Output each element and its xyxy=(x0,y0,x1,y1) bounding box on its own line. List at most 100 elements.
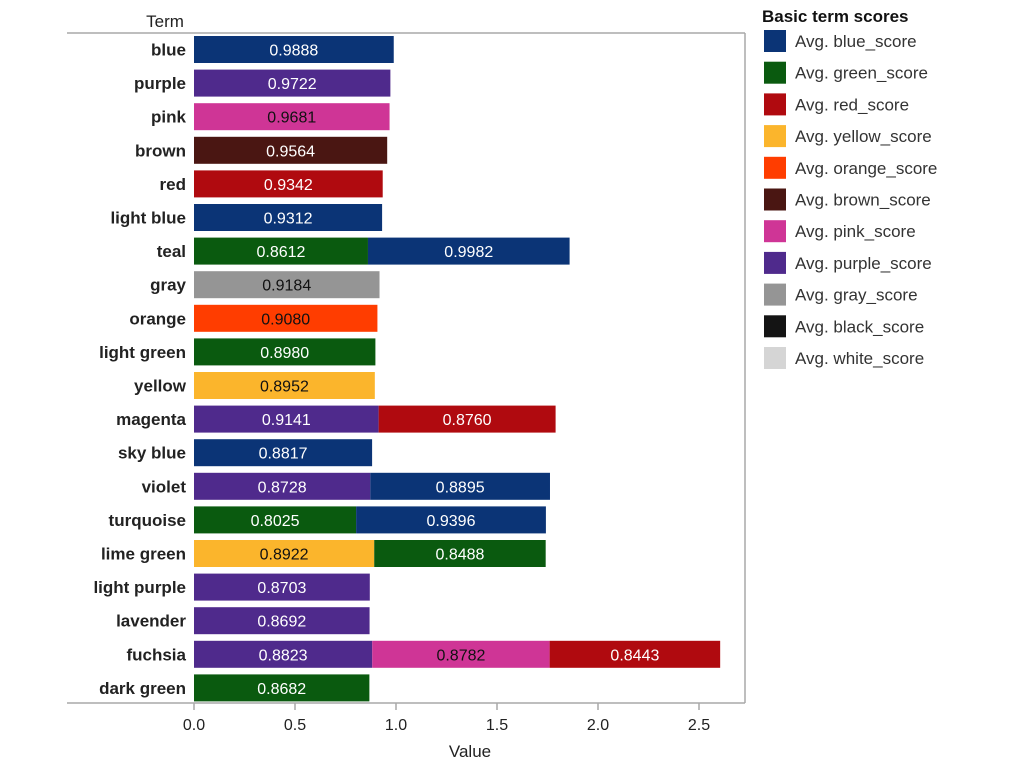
bar-segment-fuchsia-pink xyxy=(372,640,550,668)
bar-row-magenta: 0.9141 0.8760 xyxy=(194,405,556,433)
bar-segment-fuchsia-purple xyxy=(194,640,373,668)
x-tick-label: 0.0 xyxy=(183,717,205,734)
legend-label-yellow: Avg. yellow_score xyxy=(795,127,932,146)
legend-swatch-yellow xyxy=(764,125,786,148)
bar-row-light-blue: 0.9312 xyxy=(194,204,383,231)
legend-swatch-white xyxy=(764,347,786,369)
bar-segment-gray-gray xyxy=(194,271,380,299)
bar-value-label: 0.8817 xyxy=(259,446,308,463)
bar-segment-orange-orange xyxy=(194,304,378,332)
bar-row-red: 0.9342 xyxy=(194,170,383,198)
bar-segment-turquoise-green xyxy=(194,506,357,534)
term-label-brown: brown xyxy=(135,141,186,160)
term-labels: blue purple pink brown red light blue teal gray… xyxy=(93,41,186,698)
term-label-pink: pink xyxy=(151,108,186,127)
bar-value-label: 0.9888 xyxy=(269,43,318,60)
term-label-turquoise: turquoise xyxy=(109,511,186,530)
bar-row-fuchsia: 0.8823 0.8782 0.8443 xyxy=(194,640,721,668)
bar-value-label: 0.8823 xyxy=(259,647,308,664)
bar-row-blue: 0.9888 xyxy=(194,36,394,63)
legend-item-purple: Avg. purple_score xyxy=(764,251,932,274)
bar-value-label: 0.8760 xyxy=(443,412,492,429)
plot-frame xyxy=(67,32,746,704)
term-label-sky-blue: sky blue xyxy=(118,444,186,463)
bar-row-teal: 0.8612 0.9982 xyxy=(194,237,570,265)
bar-segment-violet-blue xyxy=(370,472,550,500)
legend-swatch-gray xyxy=(764,283,786,306)
bar-row-turquoise: 0.8025 0.9396 xyxy=(194,506,546,534)
bar-segment-yellow-yellow xyxy=(194,372,375,399)
x-axis: 0.0 0.5 1.0 1.5 2.0 2.5 xyxy=(183,703,710,734)
bar-value-label: 0.8728 xyxy=(258,479,307,496)
term-label-light-purple: light purple xyxy=(93,578,186,597)
bar-value-label: 0.8703 xyxy=(257,580,306,597)
bar-segment-violet-purple xyxy=(194,472,371,500)
legend-swatch-red xyxy=(764,93,786,116)
legend-label-brown: Avg. brown_score xyxy=(795,191,931,210)
legend-item-yellow: Avg. yellow_score xyxy=(764,125,932,148)
bar-segment-blue-blue xyxy=(194,36,394,63)
bar-value-label: 0.8488 xyxy=(435,547,484,564)
bar-value-label: 0.8922 xyxy=(260,547,309,564)
term-label-purple: purple xyxy=(134,74,186,93)
legend-item-white: Avg. white_score xyxy=(764,347,924,369)
legend-title: Basic term scores xyxy=(762,7,908,26)
bar-value-label: 0.9342 xyxy=(264,177,313,194)
term-label-magenta: magenta xyxy=(116,410,186,429)
bar-segment-teal-green xyxy=(194,237,368,265)
legend-label-blue: Avg. blue_score xyxy=(795,32,917,51)
legend-label-white: Avg. white_score xyxy=(795,349,924,368)
bar-value-label: 0.9564 xyxy=(266,143,315,160)
term-label-yellow: yellow xyxy=(134,377,187,396)
bar-segment-turquoise-blue xyxy=(356,506,546,534)
x-tick-label: 2.0 xyxy=(587,717,609,734)
bar-value-label: 0.9982 xyxy=(444,244,493,261)
bar-value-label: 0.9080 xyxy=(261,311,310,328)
bar-segment-magenta-red xyxy=(378,405,556,433)
bar-row-purple: 0.9722 xyxy=(194,69,391,97)
bar-value-label: 0.8952 xyxy=(260,379,309,396)
bar-value-label: 0.9722 xyxy=(268,76,317,93)
legend-item-blue: Avg. blue_score xyxy=(764,30,917,52)
legend-label-orange: Avg. orange_score xyxy=(795,159,937,178)
bar-segment-purple-purple xyxy=(194,69,391,97)
legend: Basic term scores Avg. blue_score Avg. gr… xyxy=(762,7,937,369)
legend-label-gray: Avg. gray_score xyxy=(795,286,918,305)
legend-swatch-purple xyxy=(764,251,786,274)
legend-label-pink: Avg. pink_score xyxy=(795,222,916,241)
legend-swatch-black xyxy=(764,315,786,338)
bar-row-violet: 0.8728 0.8895 xyxy=(194,472,550,500)
term-label-light-blue: light blue xyxy=(110,209,186,228)
bar-segment-pink-pink xyxy=(194,103,390,131)
term-label-violet: violet xyxy=(142,477,187,496)
term-label-orange: orange xyxy=(129,309,186,328)
legend-item-green: Avg. green_score xyxy=(764,61,928,84)
term-label-dark-green: dark green xyxy=(99,679,186,698)
legend-item-gray: Avg. gray_score xyxy=(764,283,918,306)
bar-row-brown: 0.9564 xyxy=(194,136,388,164)
bar-value-label: 0.8980 xyxy=(260,345,309,362)
legend-label-red: Avg. red_score xyxy=(795,95,909,114)
x-axis-title: Value xyxy=(449,742,491,761)
bar-value-label: 0.8782 xyxy=(436,647,485,664)
bar-row-dark-green: 0.8682 xyxy=(194,674,370,702)
term-label-teal: teal xyxy=(157,242,186,261)
legend-swatch-brown xyxy=(764,188,786,211)
bar-row-pink: 0.9681 xyxy=(194,103,390,131)
bar-row-light-purple: 0.8703 xyxy=(194,573,370,601)
bar-segment-lime-green-green xyxy=(374,540,546,567)
bar-value-label: 0.9396 xyxy=(427,513,476,530)
bar-value-label: 0.9141 xyxy=(262,412,311,429)
bar-value-label: 0.8682 xyxy=(257,681,306,698)
bar-segment-lime-green-yellow xyxy=(194,540,375,567)
legend-item-pink: Avg. pink_score xyxy=(764,220,916,243)
legend-swatch-blue xyxy=(764,30,786,52)
bar-value-label: 0.9184 xyxy=(262,278,311,295)
bar-segment-fuchsia-red xyxy=(549,640,721,668)
term-label-lavender: lavender xyxy=(116,612,186,631)
x-tick-label: 2.5 xyxy=(688,717,710,734)
legend-swatch-pink xyxy=(764,220,786,243)
term-column-header: Term xyxy=(146,12,184,31)
bar-segment-brown-brown xyxy=(194,136,388,164)
